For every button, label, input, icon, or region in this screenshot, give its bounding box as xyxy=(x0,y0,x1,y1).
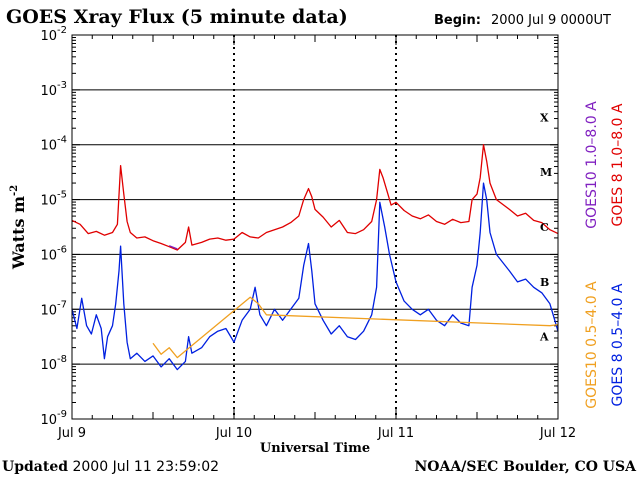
grid-lines xyxy=(72,35,558,419)
legend-label: GOES10 1.0–8.0 A xyxy=(584,101,600,229)
x-tick-label: Jul 10 xyxy=(215,426,252,441)
x-tick-label: Jul 12 xyxy=(539,426,576,441)
y-axis-title-text: Watts m xyxy=(9,196,28,270)
y-tick-label: 10-4 xyxy=(40,135,67,154)
updated-label: Updated xyxy=(2,459,69,475)
flare-class-label: A xyxy=(539,331,549,344)
x-axis-title: Universal Time xyxy=(260,441,370,456)
y-tick-label: 10-7 xyxy=(40,299,67,318)
y-tick-power: -7 xyxy=(57,299,67,310)
y-axis-title: Watts m-2 xyxy=(9,185,28,270)
begin-value: 2000 Jul 9 0000UT xyxy=(490,13,611,28)
flare-class-label: M xyxy=(540,166,552,179)
legend-label: GOES 8 1.0–8.0 A xyxy=(610,103,626,226)
y-tick-base: 10 xyxy=(40,194,57,209)
plot-frame xyxy=(71,34,559,420)
series-line-0 xyxy=(71,144,559,251)
y-tick-power: -8 xyxy=(57,354,67,365)
chart-title: GOES Xray Flux (5 minute data) xyxy=(6,6,348,28)
y-tick-label: 10-5 xyxy=(40,190,67,209)
y-tick-label: 10-9 xyxy=(40,409,67,428)
y-tick-label: 10-6 xyxy=(40,244,67,263)
x-tick-label: Jul 11 xyxy=(377,426,414,441)
y-tick-power: -4 xyxy=(57,135,67,146)
updated-timestamp: Updated 2000 Jul 11 23:59:02 xyxy=(2,459,219,475)
y-tick-power: -9 xyxy=(57,409,67,420)
legend-label: GOES 8 0.5–4.0 A xyxy=(610,283,626,406)
credit-text: NOAA/SEC Boulder, CO USA xyxy=(414,459,637,475)
y-tick-power: -3 xyxy=(57,80,67,91)
y-axis-title-exponent: -2 xyxy=(9,185,20,196)
y-tick-base: 10 xyxy=(40,139,57,154)
flare-class-label: X xyxy=(540,111,549,124)
begin-time: Begin: 2000 Jul 9 0000UT xyxy=(434,13,611,28)
updated-value: 2000 Jul 11 23:59:02 xyxy=(72,459,220,475)
y-tick-base: 10 xyxy=(40,84,57,99)
y-tick-label: 10-3 xyxy=(40,80,67,99)
y-tick-base: 10 xyxy=(40,248,57,263)
y-tick-base: 10 xyxy=(40,29,57,44)
y-tick-power: -5 xyxy=(57,190,67,201)
series-line-3 xyxy=(168,245,178,250)
x-tick-label: Jul 9 xyxy=(57,426,86,441)
legend-label: GOES10 0.5–4.0 A xyxy=(584,281,600,409)
y-tick-power: -2 xyxy=(57,25,67,36)
data-series xyxy=(71,144,559,371)
y-tick-base: 10 xyxy=(40,303,57,318)
y-tick-base: 10 xyxy=(40,413,57,428)
begin-label: Begin: xyxy=(434,13,481,28)
series-line-1 xyxy=(71,182,559,371)
y-tick-label: 10-8 xyxy=(40,354,67,373)
y-tick-power: -6 xyxy=(57,244,67,255)
y-tick-label: 10-2 xyxy=(40,25,67,44)
flare-class-label: C xyxy=(540,221,549,234)
flare-class-label: B xyxy=(540,276,549,289)
series-line-2 xyxy=(152,296,559,359)
y-tick-base: 10 xyxy=(40,358,57,373)
